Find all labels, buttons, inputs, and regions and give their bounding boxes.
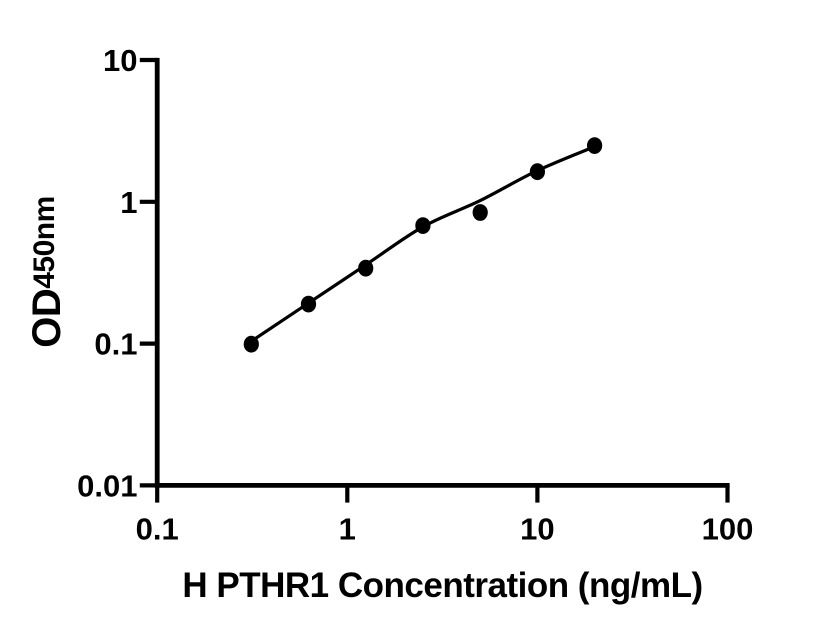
y-axis-title: OD450nm	[23, 162, 71, 382]
data-point-marker	[472, 204, 488, 221]
data-point-marker	[415, 217, 431, 235]
x-tick-label: 100	[702, 512, 754, 547]
x-tick-label: 10	[520, 512, 554, 547]
data-point-marker	[587, 137, 603, 155]
y-axis-title-main: OD	[25, 288, 69, 348]
y-tick-label: 0.1	[94, 327, 137, 362]
data-point-marker	[300, 295, 317, 313]
x-axis-title: H PTHR1 Concentration (ng/mL)	[182, 566, 703, 605]
y-tick-label: 10	[103, 43, 137, 78]
y-tick-label: 1	[120, 185, 137, 220]
y-axis-title-sub: 450nm	[28, 196, 61, 289]
data-point-marker	[358, 259, 374, 277]
data-point-marker	[529, 163, 546, 181]
x-tick-label: 0.1	[136, 512, 179, 547]
data-point-marker	[243, 335, 259, 353]
y-tick-label: 0.01	[77, 468, 137, 503]
x-tick-label: 1	[339, 512, 356, 547]
